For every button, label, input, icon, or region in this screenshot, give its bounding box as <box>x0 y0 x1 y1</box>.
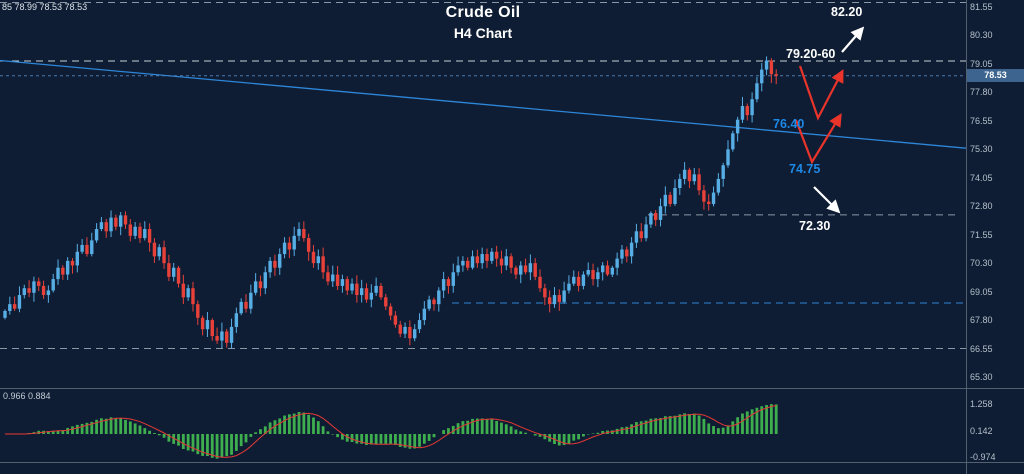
price-axis-tick: 74.05 <box>970 172 993 183</box>
current-price-badge: 78.53 <box>967 68 1024 82</box>
ohlc-quote: 85 78.99 78.53 78.53 <box>2 2 88 12</box>
indicator-axis-tick: -0.974 <box>970 452 996 463</box>
price-axis-tick: 79.05 <box>970 58 993 69</box>
projection-arrows <box>794 26 865 214</box>
annotation-resistance-79-20-60: 79.20-60 <box>786 47 836 61</box>
price-axis-tick: 65.30 <box>970 372 993 382</box>
chart-title: Crude Oil <box>445 4 521 21</box>
annotation-support-76-40: 76.40 <box>773 117 805 131</box>
indicator-panel-separator-bottom[interactable] <box>0 462 1024 463</box>
price-axis-tick: 66.55 <box>970 343 993 354</box>
indicator-axis-tick: 0.142 <box>970 425 993 436</box>
candlesticks <box>3 56 778 349</box>
indicator-panel-separator-top[interactable] <box>0 388 1024 389</box>
level-lines <box>0 1 966 350</box>
trendline <box>0 59 967 149</box>
annotation-target-82-20: 82.20 <box>831 5 863 19</box>
price-axis-tick: 76.55 <box>970 115 993 126</box>
annotation-support-72-30: 72.30 <box>799 219 831 233</box>
annotation-support-74-75: 74.75 <box>789 162 821 176</box>
price-axis-tick: 81.55 <box>970 2 993 12</box>
price-axis-tick: 77.80 <box>970 87 993 98</box>
oscillator-histogram <box>27 404 778 459</box>
indicator-axis-tick: 1.258 <box>970 399 993 410</box>
price-axis-separator <box>966 0 967 474</box>
indicator-values: 0.966 0.884 <box>3 391 51 401</box>
price-axis-tick: 71.55 <box>970 229 993 240</box>
oscillator-signal-line <box>5 405 777 458</box>
price-axis-tick: 80.30 <box>970 30 993 41</box>
price-axis-tick: 72.80 <box>970 201 993 212</box>
chart-subtitle: H4 Chart <box>453 25 513 41</box>
price-axis-tick: 70.30 <box>970 258 993 269</box>
price-axis-tick: 67.80 <box>970 315 993 326</box>
price-axis-tick: 75.30 <box>970 144 993 155</box>
price-axis-tick: 69.05 <box>970 286 993 297</box>
